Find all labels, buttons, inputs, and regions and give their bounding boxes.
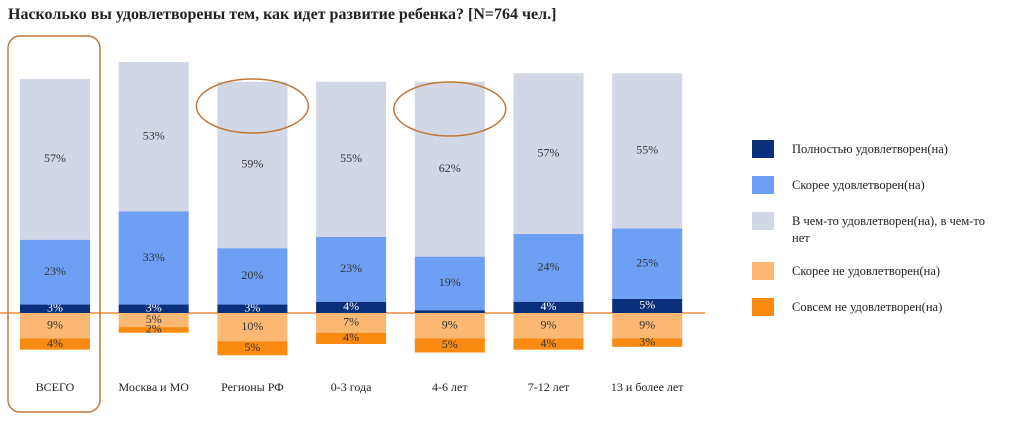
data-label: 4% [343, 330, 359, 344]
bar-segment [414, 310, 485, 313]
highlight-ellipse [393, 81, 507, 137]
data-label: 9% [541, 317, 557, 331]
legend-label: Скорее не удовлетворен(на) [792, 264, 941, 278]
data-label: 5% [639, 298, 655, 312]
bar-segment [217, 304, 288, 313]
bar-segment [612, 298, 683, 313]
legend-swatch [752, 176, 774, 194]
bar-segment [513, 73, 584, 235]
legend-label: Совсем не удовлетворен(на) [792, 300, 943, 314]
legend-swatch [752, 140, 774, 158]
bar-segment [20, 313, 90, 339]
bar-segment [612, 73, 683, 229]
data-label: 5% [244, 340, 260, 354]
chart-title: Насколько вы удовлетворены тем, как идет… [8, 6, 557, 23]
bar-segment [612, 313, 683, 339]
data-label: 55% [636, 143, 658, 157]
data-label: 23% [340, 261, 362, 275]
legend-swatch [752, 212, 774, 230]
data-label: 62% [439, 161, 461, 175]
bar-segment [414, 313, 485, 339]
data-label: 57% [44, 151, 66, 165]
bar-segment [414, 81, 485, 257]
bar-segment [316, 332, 387, 345]
bar-segment [20, 304, 90, 313]
data-label: 23% [44, 264, 66, 278]
bar-segment [217, 313, 288, 342]
data-label: 55% [340, 151, 362, 165]
legend-swatch [752, 262, 774, 280]
highlight-ellipse [195, 78, 310, 134]
bar-segment [217, 81, 288, 249]
bar-segment [612, 228, 683, 299]
bar-segment [118, 313, 189, 328]
data-label: 4% [541, 336, 557, 350]
data-label: 53% [143, 129, 165, 143]
data-label: 7% [343, 315, 359, 329]
data-label: 24% [538, 260, 560, 274]
bar-segment [513, 301, 584, 313]
bar-segment [316, 301, 387, 313]
highlight-box [7, 35, 101, 413]
bar-segment [316, 313, 387, 333]
data-label: 9% [47, 317, 63, 331]
data-label: 5% [442, 337, 458, 351]
legend-label: Скорее удовлетворен(на) [792, 178, 925, 192]
bar-segment [118, 327, 189, 333]
data-label: 2% [146, 322, 162, 336]
legend-label: Полностью удовлетворен(на) [792, 142, 948, 156]
bar-segment [118, 304, 189, 313]
x-tick-label: Регионы РФ [221, 380, 284, 394]
data-label: 4% [47, 336, 63, 350]
bar-segment [316, 81, 387, 237]
x-tick-label: 7-12 лет [528, 380, 570, 394]
bar-segment [513, 234, 584, 302]
bar-segment [414, 338, 485, 353]
bar-segment [20, 338, 90, 350]
data-label: 59% [241, 157, 263, 171]
bar-segment [316, 236, 387, 302]
x-tick-label: 4-6 лет [432, 380, 468, 394]
x-tick-label: Москва и МО [118, 380, 189, 394]
data-label: 10% [241, 319, 263, 333]
data-label: 4% [541, 299, 557, 313]
bar-segment [20, 239, 90, 305]
data-label: 25% [636, 255, 658, 269]
x-tick-label: 13 и более лет [611, 380, 684, 394]
bar-segment [118, 62, 189, 212]
data-label: 9% [442, 317, 458, 331]
data-label: 3% [639, 334, 655, 348]
data-label: 20% [241, 268, 263, 282]
data-label: 4% [343, 299, 359, 313]
bar-segment [217, 341, 288, 356]
bar-segment [513, 338, 584, 350]
legend-label: В чем-то удовлетворен(на), в чем-то нет [792, 214, 985, 245]
x-tick-label: 0-3 года [331, 380, 372, 394]
data-label: 9% [639, 317, 655, 331]
data-label: 33% [143, 250, 165, 264]
bar-segment [217, 248, 288, 305]
data-label: 19% [439, 275, 461, 289]
legend-swatch [752, 298, 774, 316]
bar-segment [612, 338, 683, 347]
data-label: 5% [146, 312, 162, 326]
x-tick-label: ВСЕГО [36, 380, 75, 394]
bar-segment [414, 256, 485, 311]
bar-segment [513, 313, 584, 339]
bar-segment [20, 78, 90, 240]
bar-segment [118, 211, 189, 305]
data-label: 57% [538, 145, 560, 159]
